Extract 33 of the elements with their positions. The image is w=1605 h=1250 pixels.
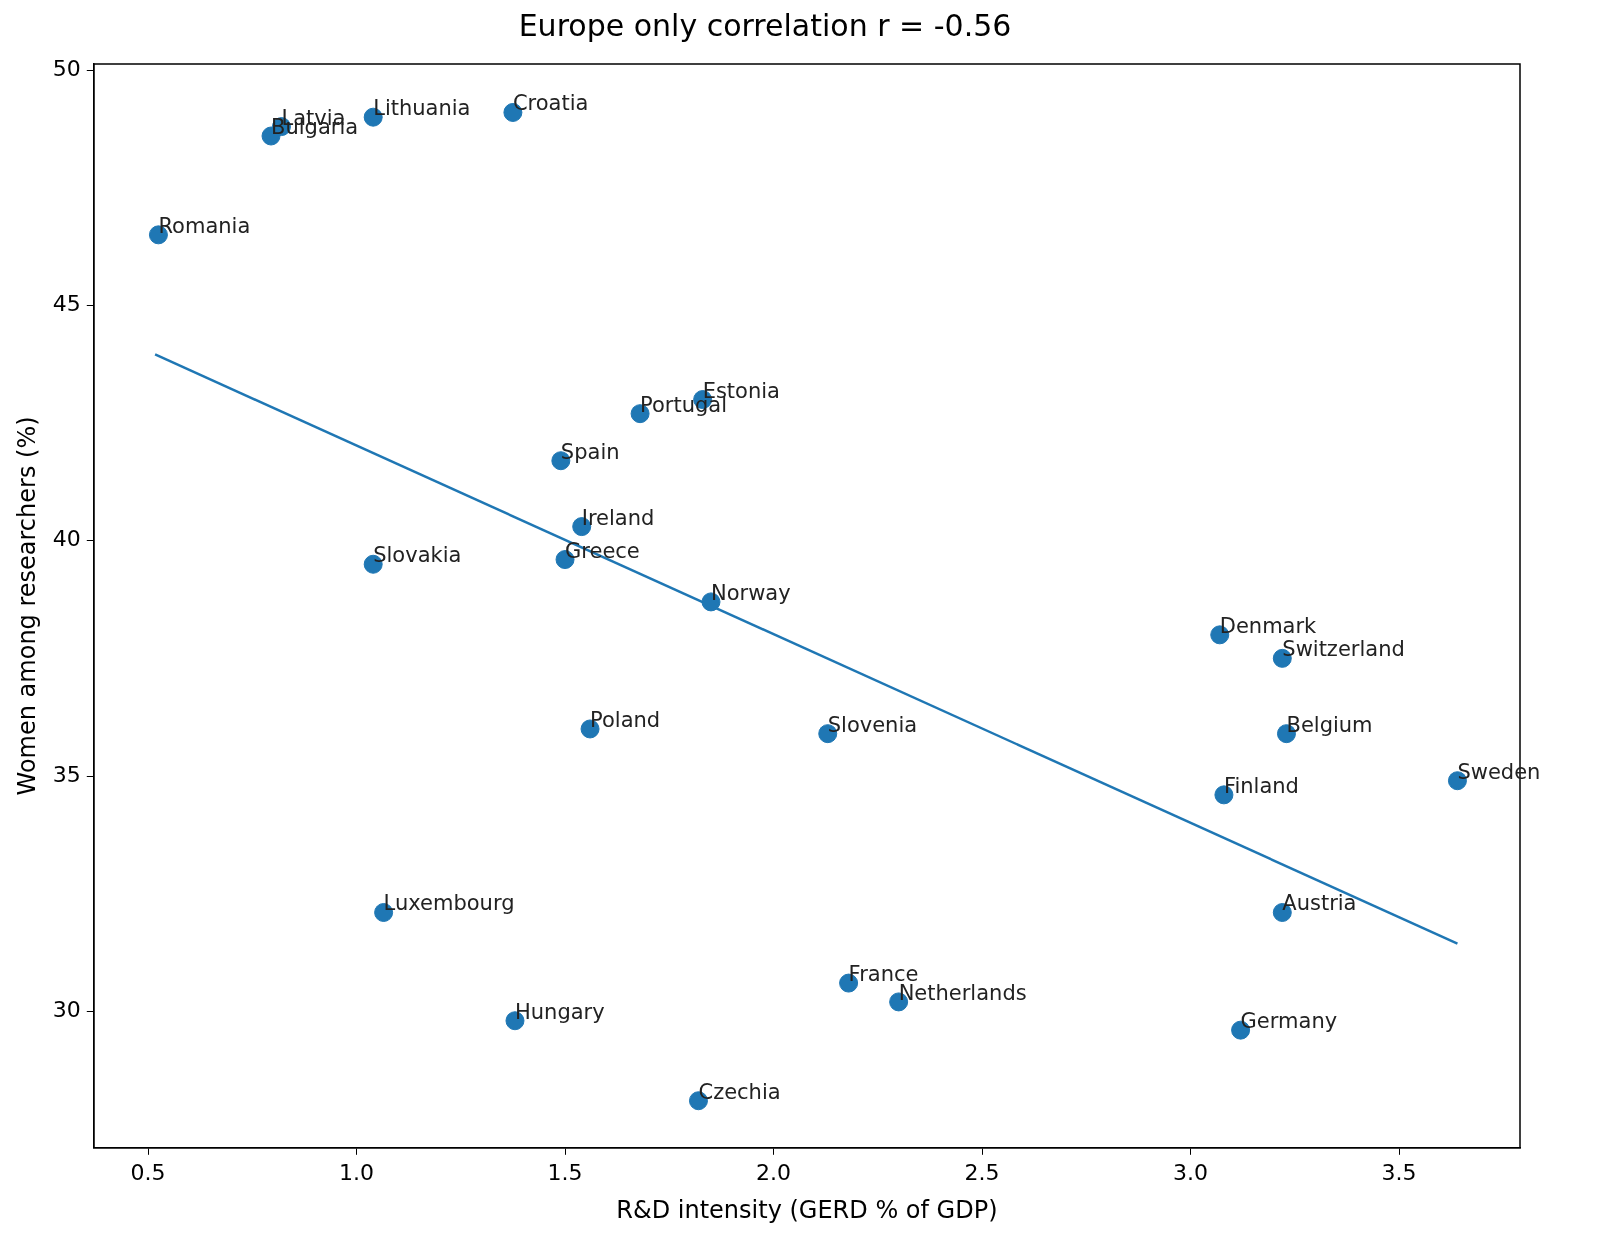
chart-title: Europe only correlation r = -0.56 bbox=[518, 7, 1012, 43]
annotation: Croatia bbox=[512, 91, 589, 116]
x-tick-label: 2.5 bbox=[964, 1159, 1000, 1185]
x-tick-label: 3.0 bbox=[1173, 1159, 1209, 1185]
annotation: Austria bbox=[1282, 891, 1357, 916]
annotation: Finland bbox=[1223, 773, 1299, 798]
annotation: Czechia bbox=[698, 1079, 781, 1104]
x-tick-label: 1.0 bbox=[339, 1159, 375, 1185]
y-tick-label: 30 bbox=[52, 997, 81, 1023]
annotation: Lithuania bbox=[373, 96, 471, 121]
annotation: Denmark bbox=[1219, 613, 1318, 638]
x-tick-label: 2.0 bbox=[756, 1159, 792, 1185]
x-tick-label: 1.5 bbox=[547, 1159, 583, 1185]
annotation: Spain bbox=[560, 439, 620, 464]
annotation: Switzerland bbox=[1282, 637, 1405, 662]
annotation: Slovenia bbox=[827, 712, 918, 737]
y-tick-label: 50 bbox=[52, 55, 81, 81]
x-tick-label: 3.5 bbox=[1381, 1159, 1417, 1185]
annotation: Belgium bbox=[1286, 712, 1373, 737]
y-axis-title: Women among researchers (%) bbox=[12, 416, 41, 796]
x-tick-label: 0.5 bbox=[130, 1159, 166, 1185]
annotation: Romania bbox=[158, 213, 251, 238]
x-axis-title: R&D intensity (GERD % of GDP) bbox=[616, 1195, 998, 1224]
y-tick-label: 40 bbox=[52, 526, 81, 552]
y-tick-label: 35 bbox=[52, 761, 81, 787]
annotation: Poland bbox=[590, 707, 661, 732]
annotation: Luxembourg bbox=[383, 891, 515, 916]
annotation: Germany bbox=[1240, 1009, 1338, 1034]
annotation: Hungary bbox=[514, 999, 605, 1024]
y-tick-label: 45 bbox=[52, 291, 81, 317]
annotation: Norway bbox=[710, 580, 791, 605]
annotation: Slovakia bbox=[373, 543, 462, 568]
annotation: Ireland bbox=[581, 505, 655, 530]
